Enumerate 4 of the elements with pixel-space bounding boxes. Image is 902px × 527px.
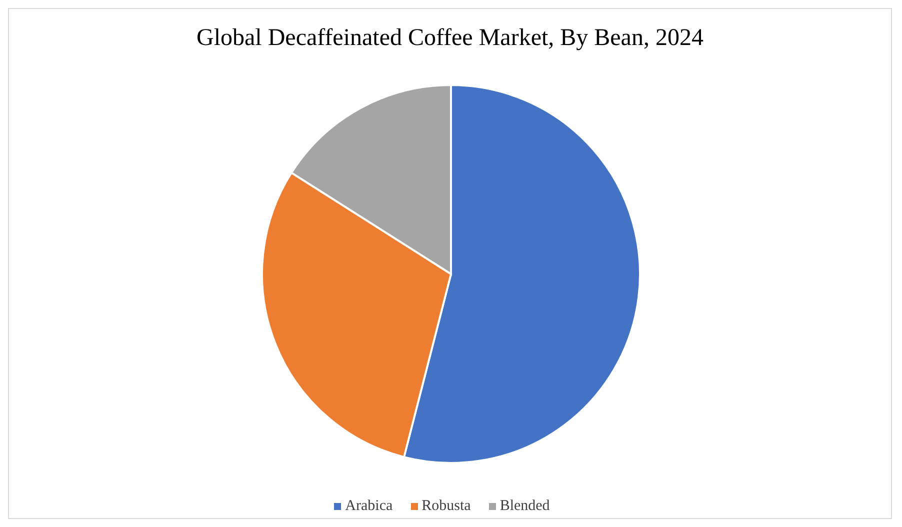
legend-label: Arabica (345, 498, 393, 514)
chart-title: Global Decaffeinated Coffee Market, By Bean, 2024 (196, 24, 704, 53)
legend-label: Robusta (422, 498, 471, 514)
legend-label: Blended (500, 498, 550, 514)
